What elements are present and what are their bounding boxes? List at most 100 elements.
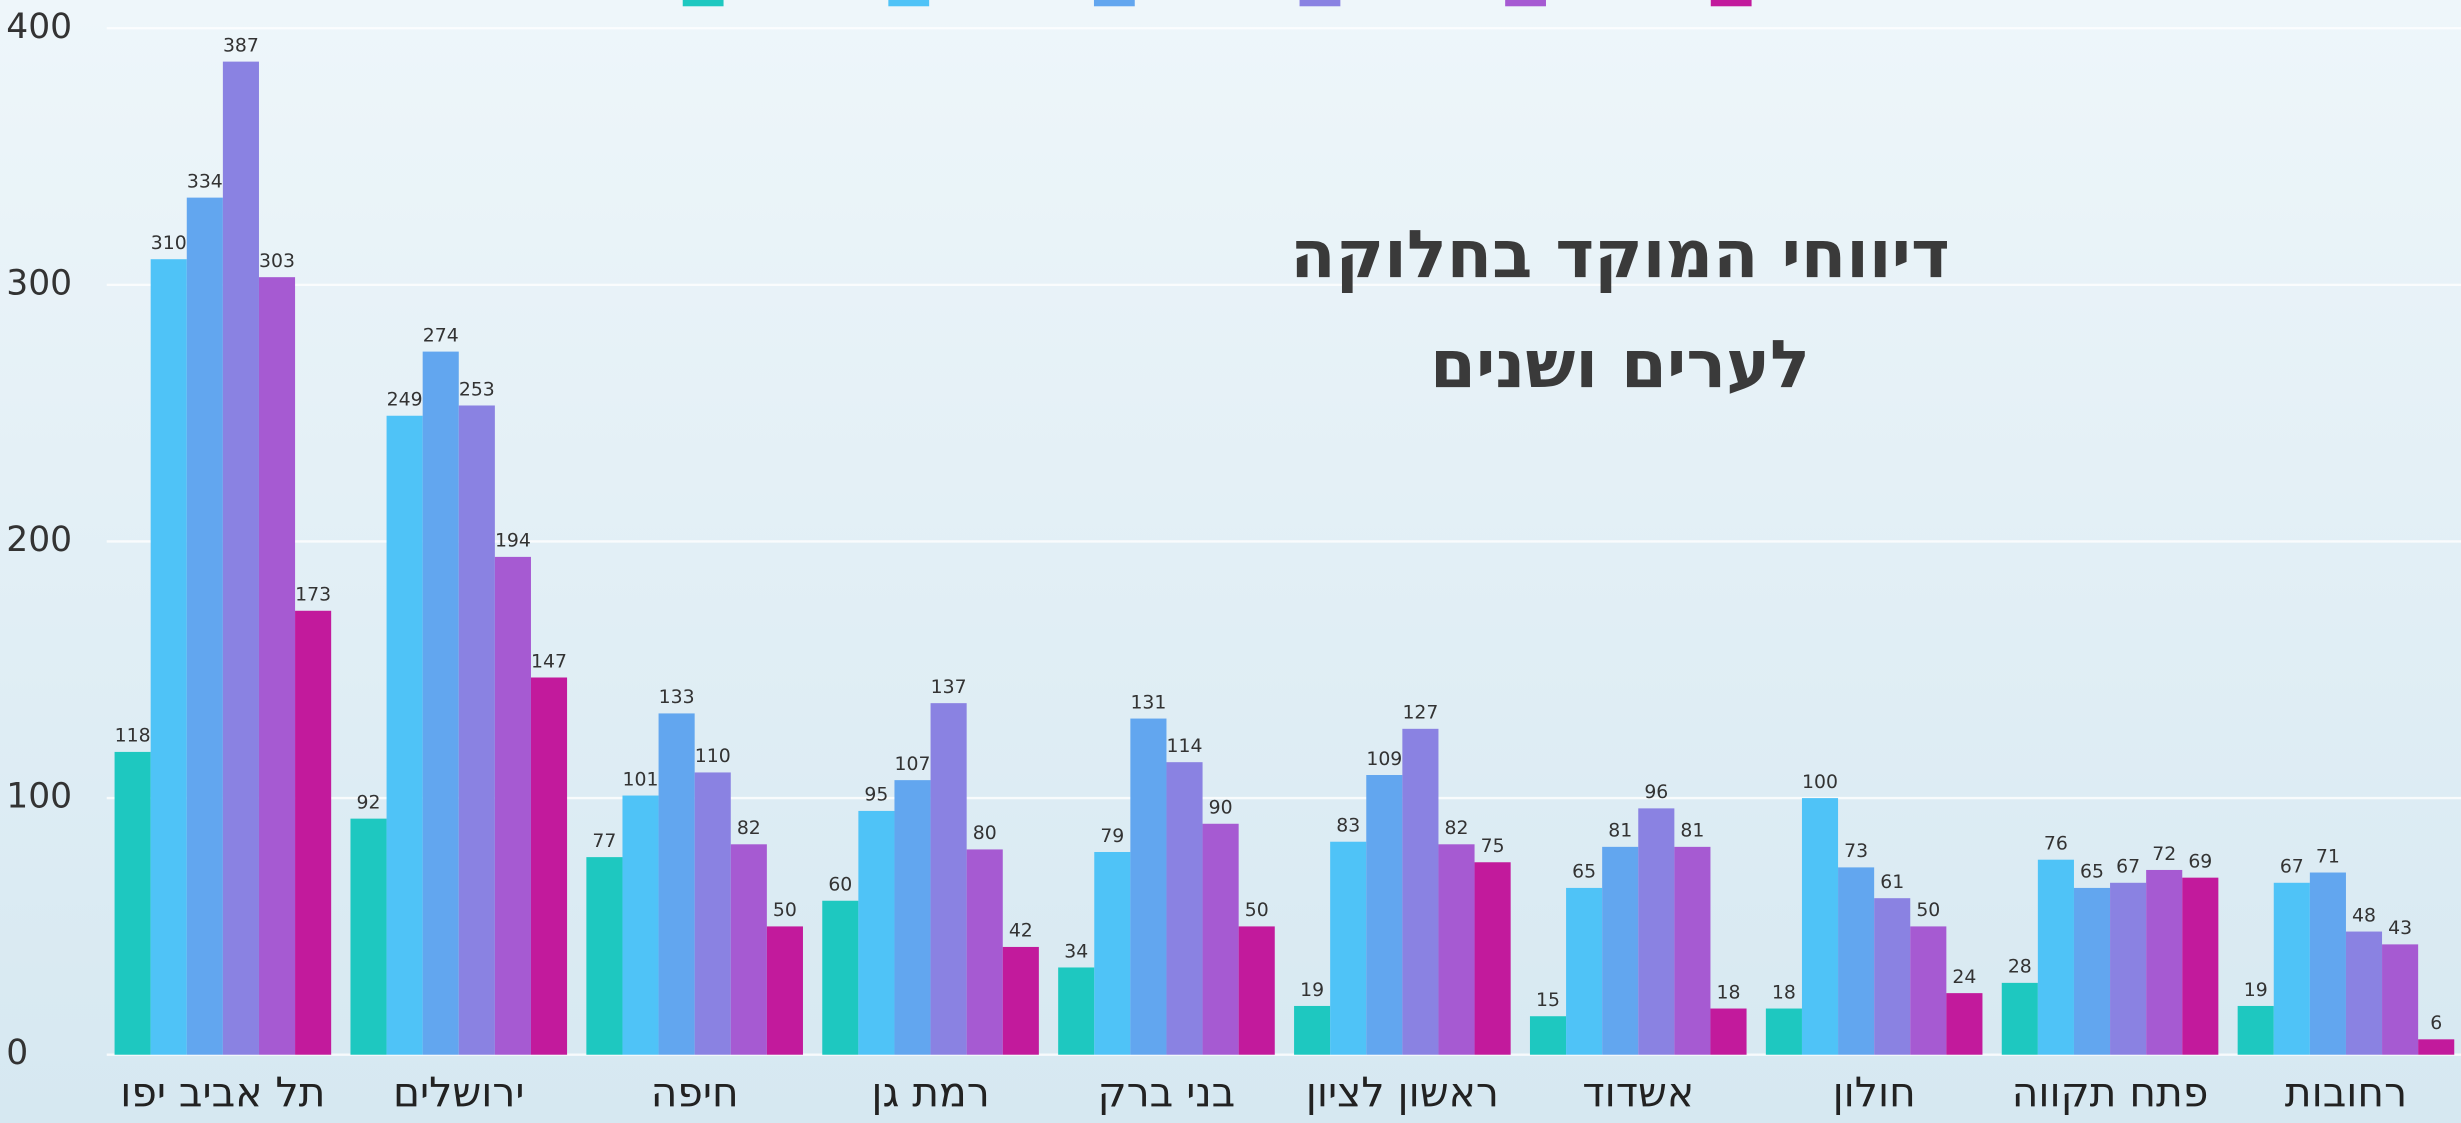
legend-swatch (1300, 0, 1341, 6)
bar (2110, 883, 2146, 1055)
data-label: 34 (1064, 941, 1088, 962)
bar (350, 819, 386, 1055)
page: 0100200300400118310334387303173תל אביב י… (0, 0, 2461, 1123)
x-tick-label: רחובות (2285, 1069, 2407, 1117)
data-label: 101 (623, 769, 659, 790)
data-label: 15 (1536, 990, 1560, 1011)
data-label: 6 (2430, 1013, 2442, 1034)
bar (1402, 729, 1438, 1055)
data-label: 79 (1100, 826, 1124, 847)
bar (223, 62, 259, 1055)
data-label: 109 (1366, 749, 1402, 770)
data-label: 81 (1608, 821, 1632, 842)
bar (1766, 1009, 1802, 1055)
bar (495, 557, 531, 1055)
bar (622, 796, 658, 1055)
chart: 0100200300400118310334387303173תל אביב י… (0, 0, 2461, 1123)
bar (115, 752, 151, 1055)
data-label: 60 (828, 875, 852, 896)
data-label: 43 (2388, 918, 2412, 939)
data-label: 96 (1644, 782, 1668, 803)
data-label: 274 (423, 325, 459, 346)
bar (1330, 842, 1366, 1055)
data-label: 173 (295, 585, 331, 606)
bar (1438, 844, 1474, 1054)
data-label: 253 (459, 379, 495, 400)
bar (2146, 870, 2182, 1055)
data-label: 100 (1802, 772, 1838, 793)
bar (2310, 873, 2346, 1055)
legend-swatch (888, 0, 929, 6)
bar (1638, 808, 1674, 1054)
data-label: 137 (931, 677, 967, 698)
bar (1530, 1016, 1566, 1054)
data-label: 249 (387, 390, 423, 411)
x-tick-label: אשדוד (1582, 1069, 1694, 1117)
bar (1239, 926, 1275, 1054)
bar (187, 198, 223, 1055)
bar (2418, 1039, 2454, 1054)
bar (1838, 867, 1874, 1054)
x-tick-label: תל אביב יפו (120, 1069, 325, 1117)
bar (695, 772, 731, 1054)
bar (1166, 762, 1202, 1055)
bar (151, 259, 187, 1055)
bar (2382, 944, 2418, 1054)
data-label: 110 (695, 746, 731, 767)
data-label: 19 (2244, 980, 2268, 1001)
bar (2238, 1006, 2274, 1055)
data-label: 73 (1844, 841, 1868, 862)
bar (1802, 798, 1838, 1055)
data-label: 75 (1481, 836, 1505, 857)
bar (1130, 719, 1166, 1055)
data-label: 24 (1952, 967, 1976, 988)
x-tick-label: ראשון לציון (1306, 1069, 1499, 1117)
data-label: 118 (115, 726, 151, 747)
chart-title: דיווחי המוקד בחלוקה לערים ושנים (1240, 200, 2000, 420)
bar (2074, 888, 2110, 1055)
bar (1710, 1009, 1746, 1055)
data-label: 80 (973, 823, 997, 844)
y-tick-label: 100 (6, 777, 72, 817)
bar (1674, 847, 1710, 1055)
data-label: 194 (495, 531, 531, 552)
data-label: 19 (1300, 980, 1324, 1001)
bar (387, 416, 423, 1055)
y-tick-label: 0 (6, 1033, 28, 1073)
y-tick-label: 300 (6, 263, 72, 303)
bar (822, 901, 858, 1055)
bar (2274, 883, 2310, 1055)
bar (1475, 862, 1511, 1054)
x-tick-label: ירושלים (393, 1069, 525, 1117)
bar (1566, 888, 1602, 1055)
bar (259, 277, 295, 1055)
data-label: 61 (1880, 872, 1904, 893)
bar (2038, 860, 2074, 1055)
bar (659, 713, 695, 1054)
bar (459, 405, 495, 1054)
x-tick-label: חיפה (651, 1069, 739, 1117)
bar (767, 926, 803, 1054)
data-label: 133 (659, 687, 695, 708)
data-label: 69 (2188, 851, 2212, 872)
data-label: 42 (1009, 921, 1033, 942)
bar (1874, 898, 1910, 1055)
y-tick-label: 400 (6, 7, 72, 47)
data-label: 48 (2352, 905, 2376, 926)
bar (295, 611, 331, 1055)
data-label: 131 (1130, 692, 1166, 713)
y-tick-label: 200 (6, 520, 72, 560)
bar (586, 857, 622, 1055)
legend-swatch (1711, 0, 1752, 6)
data-label: 72 (2152, 844, 2176, 865)
data-label: 82 (1445, 818, 1469, 839)
x-tick-label: רמת גן (871, 1069, 989, 1117)
bar (2182, 878, 2218, 1055)
data-label: 65 (1572, 862, 1596, 883)
data-label: 50 (773, 900, 797, 921)
data-label: 114 (1167, 736, 1203, 757)
data-label: 28 (2008, 957, 2032, 978)
bar (967, 849, 1003, 1054)
bar (1946, 993, 1982, 1055)
data-label: 67 (2116, 857, 2140, 878)
